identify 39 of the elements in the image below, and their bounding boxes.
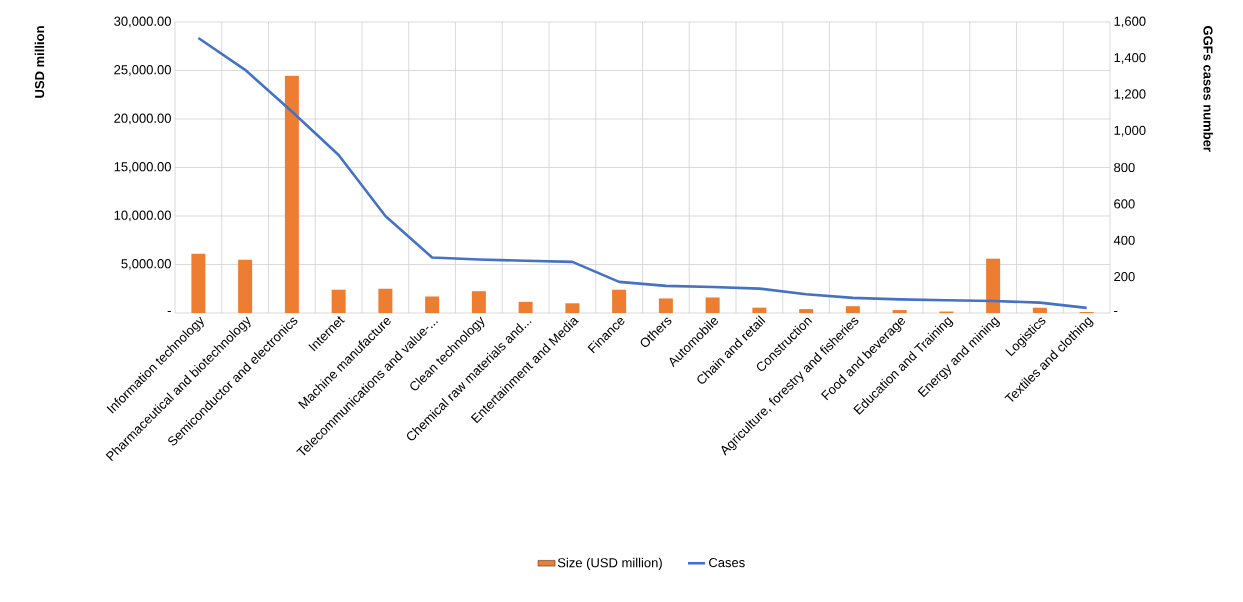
- bar: [658, 298, 673, 313]
- bar: [331, 289, 346, 313]
- bar: [425, 296, 440, 313]
- bar: [1032, 307, 1047, 313]
- bar: [191, 253, 206, 313]
- bar: [238, 259, 253, 313]
- bar: [378, 288, 393, 313]
- y-tick-label: -: [167, 311, 171, 313]
- y2-tick-label: 600: [1114, 199, 1135, 209]
- y2-axis-title: GGFs cases number: [1203, 26, 1213, 152]
- legend-label: Cases: [709, 557, 745, 568]
- y-tick-label: 25,000.00: [114, 65, 171, 76]
- y-tick-label: 30,000.00: [114, 16, 171, 28]
- bar: [892, 310, 907, 313]
- bar: [612, 289, 627, 313]
- y2-tick-label: 1,200: [1114, 89, 1146, 101]
- y2-tick-label: 1,000: [1114, 125, 1146, 137]
- y2-tick-label: 1,600: [1114, 16, 1146, 28]
- y2-tick-label: 800: [1114, 162, 1135, 173]
- y-tick-label: 5,000.00: [121, 259, 171, 270]
- bar: [471, 291, 486, 313]
- y-axis-title: USD million: [34, 26, 45, 98]
- y2-tick-label: -: [1114, 311, 1118, 313]
- bar: [799, 309, 814, 313]
- legend-label: Size (USD million): [557, 557, 662, 570]
- y2-tick-label: 1,400: [1114, 53, 1146, 64]
- y2-tick-label: 400: [1113, 235, 1135, 245]
- y-tick-label: 20,000.00: [114, 113, 171, 125]
- bar: [845, 306, 860, 313]
- line-series: [197, 36, 1088, 310]
- bar: [284, 75, 299, 313]
- y-tick-label: 15,000.00: [114, 162, 171, 173]
- y-tick-label: 10,000.00: [114, 210, 171, 222]
- bar: [518, 301, 533, 313]
- bar: [986, 258, 1001, 313]
- bar: [705, 297, 720, 313]
- bar: [565, 303, 580, 313]
- y2-tick-label: 200: [1114, 272, 1135, 282]
- bar: [752, 307, 767, 313]
